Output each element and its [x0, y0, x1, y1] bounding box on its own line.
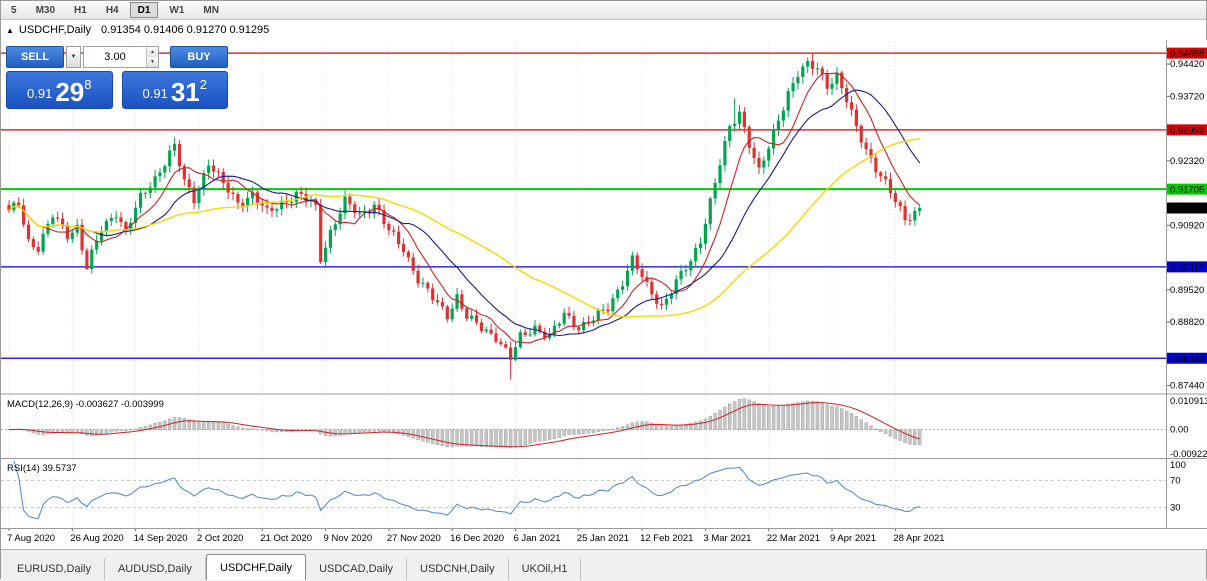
chart-tabs: EURUSD,Daily AUDUSD,Daily USDCHF,Daily USDC…	[1, 553, 1206, 580]
svg-text:0.00: 0.00	[1170, 425, 1189, 436]
spinner-down-icon[interactable]: ▼	[147, 57, 158, 67]
level-price-tag[interactable]: 0.91705	[1167, 183, 1207, 196]
macd-label: MACD(12,26,9) -0.003627 -0.003999	[7, 399, 164, 410]
chart-ohlc-values: 0.91354 0.91406 0.91270 0.91295	[101, 24, 270, 36]
svg-text:3 Mar 2021: 3 Mar 2021	[703, 533, 751, 544]
sell-price-big: 29	[55, 77, 85, 107]
svg-text:0.92320: 0.92320	[1170, 156, 1204, 167]
level-price-tag[interactable]: 0.92992	[1167, 124, 1207, 136]
svg-text:0.94420: 0.94420	[1170, 59, 1204, 70]
macd-panel: MACD(12,26,9) -0.003627 -0.003999	[1, 398, 1166, 448]
svg-text:7 Aug 2020: 7 Aug 2020	[7, 533, 55, 544]
collapse-triangle-icon[interactable]: ▲	[6, 25, 14, 35]
volume-input[interactable]	[84, 47, 146, 67]
svg-text:2 Oct 2020: 2 Oct 2020	[197, 533, 243, 544]
volume-spinner[interactable]: ▲ ▼	[146, 47, 158, 67]
svg-text:12 Feb 2021: 12 Feb 2021	[640, 533, 693, 544]
svg-text:0.91705: 0.91705	[1170, 185, 1204, 196]
chevron-down-icon: ▼	[70, 54, 77, 60]
timeframe-d1[interactable]: D1	[129, 2, 159, 18]
volume-field: ▲ ▼	[83, 46, 159, 68]
buy-price-box[interactable]: 0.91 31 2	[121, 71, 228, 109]
level-lines-layer[interactable]	[1, 52, 1166, 359]
svg-text:100: 100	[1170, 460, 1186, 471]
svg-text:16 Dec 2020: 16 Dec 2020	[450, 533, 504, 544]
buy-price-prefix: 0.91	[142, 86, 168, 101]
svg-text:9 Nov 2020: 9 Nov 2020	[324, 533, 373, 544]
svg-text:0.92992: 0.92992	[1170, 125, 1204, 136]
candles-layer	[7, 53, 922, 380]
svg-text:0.88033: 0.88033	[1170, 354, 1204, 365]
buy-price-sup: 2	[199, 77, 207, 92]
timeframe-h4[interactable]: H4	[98, 2, 127, 18]
svg-text:0.90920: 0.90920	[1170, 220, 1204, 231]
tab-audusd-daily[interactable]: AUDUSD,Daily	[105, 558, 206, 580]
svg-text:28 Apr 2021: 28 Apr 2021	[893, 533, 944, 544]
svg-text:0.91295: 0.91295	[1170, 204, 1204, 215]
timeframe-h1[interactable]: H1	[66, 2, 95, 18]
level-price-tag[interactable]: 0.90017	[1167, 261, 1207, 273]
tab-ukoil-h1[interactable]: UKOil,H1	[509, 558, 582, 580]
svg-text:-0.00922: -0.00922	[1170, 449, 1207, 460]
svg-text:0.89520: 0.89520	[1170, 285, 1204, 296]
sell-price-box[interactable]: 0.91 29 8	[6, 71, 113, 109]
time-axis: 7 Aug 2020 26 Aug 2020 14 Sep 2020 2 Oct 20…	[7, 528, 945, 544]
buy-price-big: 31	[170, 77, 200, 107]
spinner-up-icon[interactable]: ▲	[147, 47, 158, 57]
volume-dropdown-button[interactable]: ▼	[66, 46, 81, 68]
rsi-label: RSI(14) 39.5737	[7, 463, 77, 474]
svg-text:30: 30	[1170, 503, 1181, 514]
level-price-tag[interactable]: 0.88033	[1167, 352, 1207, 365]
svg-text:0.93720: 0.93720	[1170, 91, 1204, 102]
svg-text:0.94658: 0.94658	[1170, 49, 1204, 60]
sell-button[interactable]: SELL	[6, 46, 64, 68]
level-price-tag[interactable]: 0.94658	[1167, 47, 1207, 60]
timeframe-m30[interactable]: M30	[28, 2, 63, 18]
chart-tab-bar: EURUSD,Daily AUDUSD,Daily USDCHF,Daily USDC…	[1, 549, 1206, 580]
chart-canvas[interactable]: MACD(12,26,9) -0.003627 -0.003999 RSI(14)…	[1, 40, 1207, 549]
svg-text:21 Oct 2020: 21 Oct 2020	[260, 533, 312, 544]
svg-text:26 Aug 2020: 26 Aug 2020	[70, 533, 123, 544]
timeframe-toolbar: 5 M30 H1 H4 D1 W1 MN	[1, 1, 1206, 20]
tab-usdchf-daily[interactable]: USDCHF,Daily	[205, 554, 307, 580]
current-price-tag[interactable]: 0.91295	[1167, 202, 1207, 215]
timeframe-5[interactable]: 5	[3, 2, 25, 18]
sell-price-sup: 8	[84, 77, 92, 92]
tab-eurusd-daily[interactable]: EURUSD,Daily	[4, 558, 105, 580]
tab-usdcnh-daily[interactable]: USDCNH,Daily	[407, 558, 509, 580]
chart-area: MACD(12,26,9) -0.003627 -0.003999 RSI(14)…	[1, 40, 1207, 549]
tab-usdcad-daily[interactable]: USDCAD,Daily	[306, 558, 408, 580]
svg-text:0.010913: 0.010913	[1170, 396, 1207, 407]
svg-text:0.88820: 0.88820	[1170, 317, 1204, 328]
grid-layer	[8, 42, 896, 528]
svg-text:70: 70	[1170, 475, 1181, 486]
timeframe-w1[interactable]: W1	[161, 2, 192, 18]
timeframe-buttons: 5 M30 H1 H4 D1 W1 MN	[3, 2, 230, 18]
svg-text:0.90017: 0.90017	[1170, 262, 1204, 273]
rsi-panel: RSI(14) 39.5737	[1, 460, 1166, 520]
sell-price-prefix: 0.91	[27, 86, 53, 101]
one-click-trading-panel: SELL ▼ ▲ ▼ BUY 0.91 29 8 0.91 31 2	[6, 46, 228, 109]
svg-text:6 Jan 2021: 6 Jan 2021	[513, 533, 560, 544]
svg-text:25 Jan 2021: 25 Jan 2021	[577, 533, 629, 544]
svg-text:22 Mar 2021: 22 Mar 2021	[767, 533, 820, 544]
svg-text:0.87440: 0.87440	[1170, 381, 1204, 392]
chart-titlebar: ▲ USDCHF,Daily 0.91354 0.91406 0.91270 0…	[1, 20, 1206, 40]
trade-prices-row: 0.91 29 8 0.91 31 2	[6, 71, 228, 109]
moving-averages-layer	[8, 72, 921, 344]
svg-text:14 Sep 2020: 14 Sep 2020	[134, 533, 188, 544]
trade-controls-row: SELL ▼ ▲ ▼ BUY	[6, 46, 228, 68]
svg-text:27 Nov 2020: 27 Nov 2020	[387, 533, 441, 544]
chart-symbol-label: USDCHF,Daily	[18, 24, 92, 36]
buy-button[interactable]: BUY	[170, 46, 228, 68]
svg-text:9 Apr 2021: 9 Apr 2021	[830, 533, 876, 544]
timeframe-mn[interactable]: MN	[195, 2, 227, 18]
